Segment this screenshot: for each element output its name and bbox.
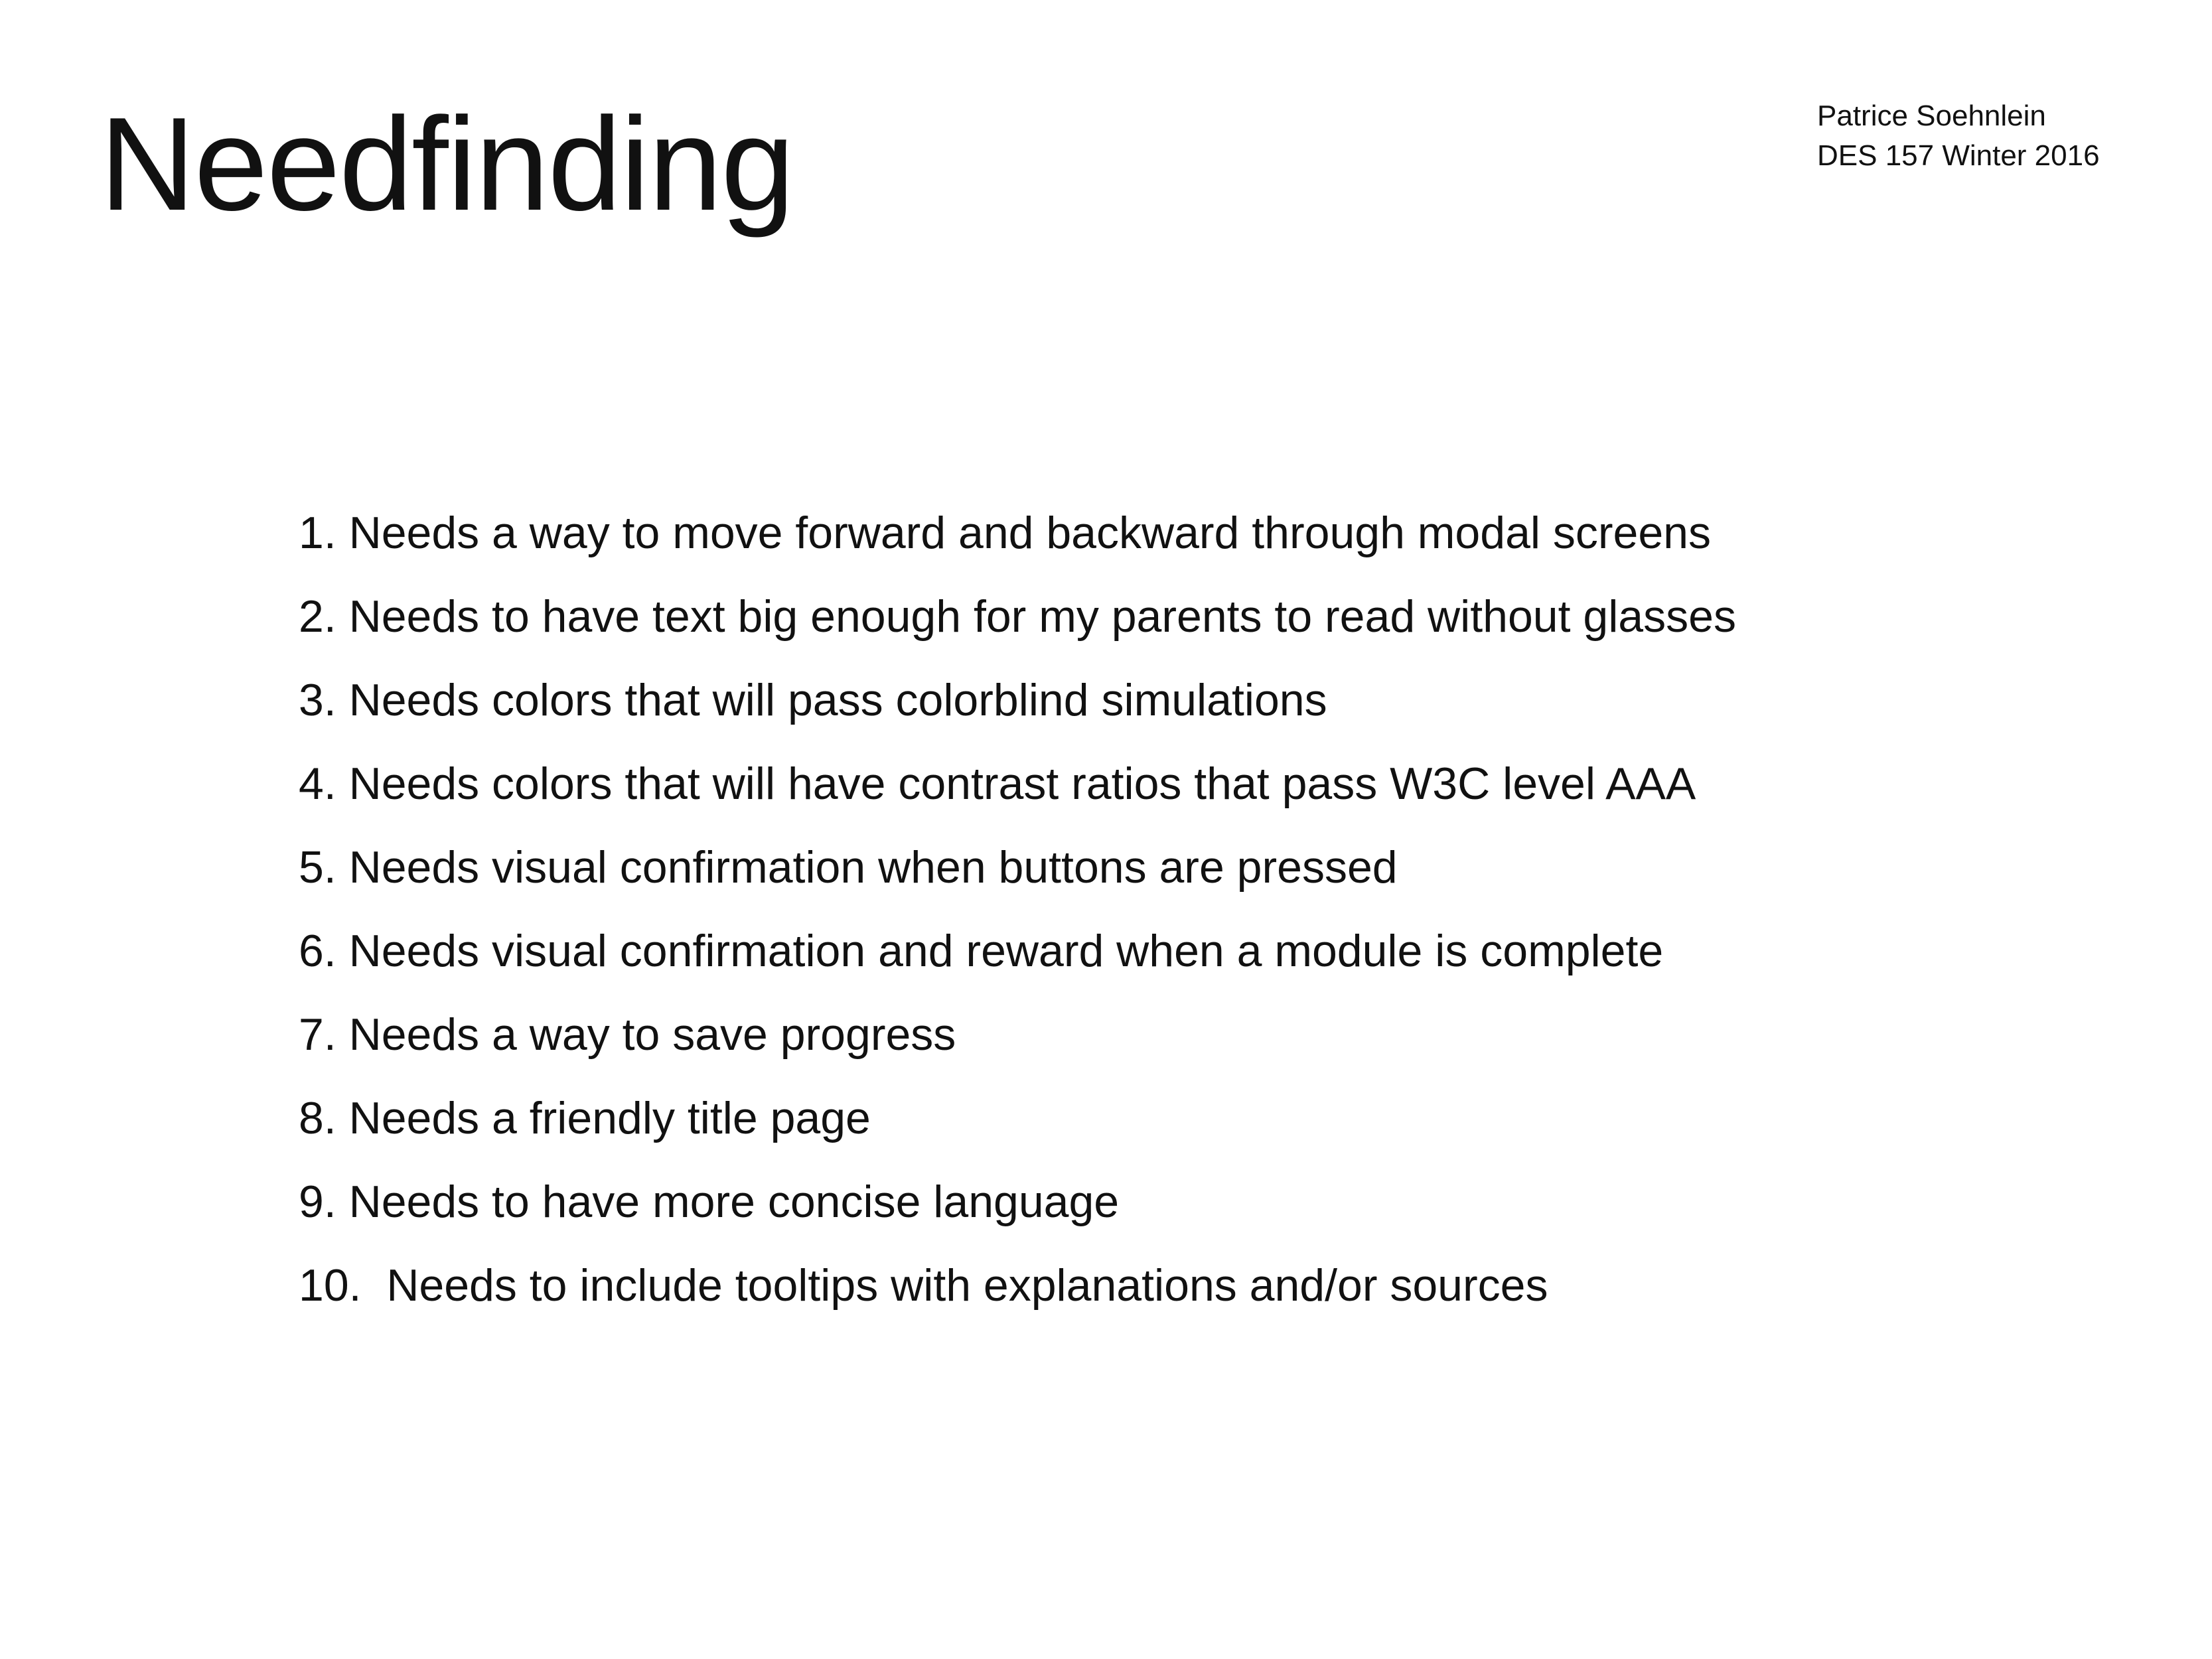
course-info: DES 157 Winter 2016 <box>1817 139 2100 172</box>
need-item: 2. Needs to have text big enough for my … <box>299 591 1736 642</box>
need-item: 10. Needs to include tooltips with expla… <box>299 1260 1548 1311</box>
slide-title: Needfinding <box>100 90 794 238</box>
need-item: 8. Needs a friendly title page <box>299 1093 871 1143</box>
need-item: 4. Needs colors that will have contrast … <box>299 758 1696 809</box>
need-item: 3. Needs colors that will pass colorblin… <box>299 675 1327 725</box>
need-item: 7. Needs a way to save progress <box>299 1009 956 1060</box>
need-item: 5. Needs visual confirmation when button… <box>299 842 1398 893</box>
need-item: 6. Needs visual confirmation and reward … <box>299 926 1664 976</box>
need-item: 9. Needs to have more concise language <box>299 1177 1120 1227</box>
author-name: Patrice Soehnlein <box>1817 100 2046 132</box>
need-item: 1. Needs a way to move forward and backw… <box>299 508 1711 558</box>
author-block: Patrice Soehnlein DES 157 Winter 2016 <box>1817 96 2100 176</box>
needs-list: 1. Needs a way to move forward and backw… <box>299 491 1736 1327</box>
